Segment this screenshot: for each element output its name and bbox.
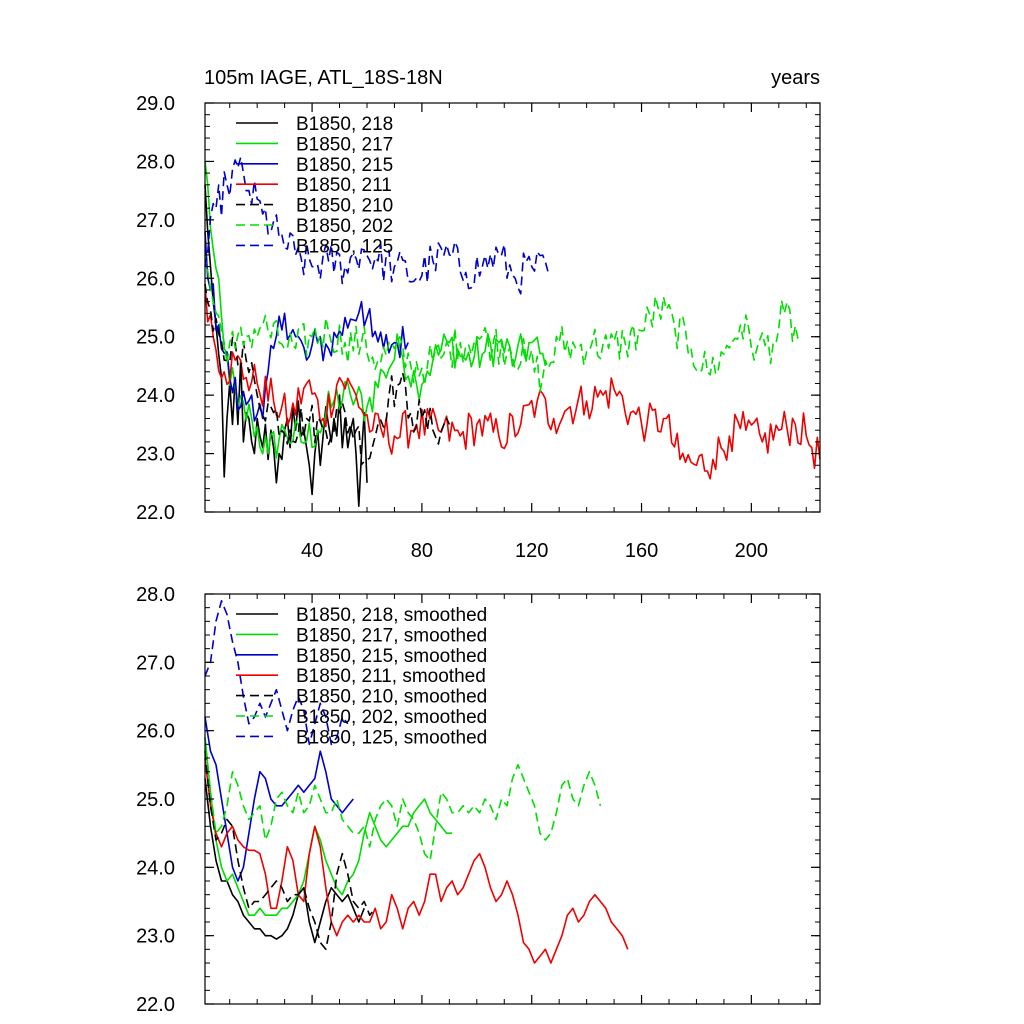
legend-label: B1850, 125, smoothed — [296, 727, 487, 748]
bottom-panel: 22.0 23.0 24.0 25.0 26.0 27.0 28.0 B1850, 218,… — [136, 584, 821, 1016]
series-line-1 — [204, 161, 547, 459]
y-tick-label: 23.0 — [136, 926, 175, 948]
y-tick-label: 28.0 — [136, 151, 175, 173]
legend-label: B1850, 218 — [296, 114, 393, 135]
bottom-series-lines — [204, 600, 629, 964]
top-series-lines — [204, 156, 821, 507]
series-line-4 — [204, 751, 376, 951]
x-tick-label: 120 — [515, 540, 548, 562]
y-tick-label: 22.0 — [136, 502, 175, 524]
y-tick-label: 23.0 — [136, 444, 175, 466]
y-tick-label: 24.0 — [136, 857, 175, 879]
bottom-axis-ticks: 22.0 23.0 24.0 25.0 26.0 27.0 28.0 — [136, 584, 820, 1016]
y-tick-label: 22.0 — [136, 994, 175, 1016]
top-panel: 105m IAGE, ATL_18S-18N years 22.0 23.0 24.… — [136, 67, 821, 562]
legend-label: B1850, 215, smoothed — [296, 646, 487, 667]
y-tick-label: 26.0 — [136, 268, 175, 290]
legend-label: B1850, 210 — [296, 196, 393, 217]
top-plot-frame — [204, 102, 821, 513]
series-line-2 — [204, 716, 354, 882]
x-tick-label: 200 — [735, 540, 768, 562]
x-tick-label: 160 — [625, 540, 658, 562]
legend-label: B1850, 202, smoothed — [296, 707, 487, 728]
series-line-1 — [204, 737, 453, 916]
series-line-6 — [204, 156, 549, 295]
y-tick-label: 28.0 — [136, 584, 175, 606]
x-tick-label: 40 — [301, 540, 323, 562]
y-tick-label: 27.0 — [136, 210, 175, 232]
y-tick-label: 25.0 — [136, 327, 175, 349]
series-line-2 — [204, 231, 409, 422]
legend-label: B1850, 211 — [296, 175, 392, 196]
series-line-4 — [204, 283, 451, 466]
series-line-5 — [204, 254, 802, 393]
top-axis-ticks: 22.0 23.0 24.0 25.0 26.0 27.0 28.0 29.0 40 80 120 1… — [136, 93, 820, 562]
y-tick-label: 29.0 — [136, 93, 175, 115]
legend-label: B1850, 210, smoothed — [296, 687, 487, 708]
legend-label: B1850, 217 — [296, 134, 393, 155]
series-line-5 — [204, 737, 602, 862]
y-tick-label: 27.0 — [136, 652, 175, 674]
legend-label: B1850, 125 — [296, 236, 393, 257]
series-line-0 — [204, 778, 365, 944]
legend-label: B1850, 211, smoothed — [296, 666, 486, 687]
legend-label: B1850, 217, smoothed — [296, 625, 487, 646]
legend-label: B1850, 215 — [296, 155, 393, 176]
series-line-0 — [204, 184, 368, 507]
units-label: years — [771, 67, 820, 89]
legend-label: B1850, 202 — [296, 216, 393, 237]
legend-label: B1850, 218, smoothed — [296, 605, 487, 626]
chart-title: 105m IAGE, ATL_18S-18N — [204, 67, 443, 89]
series-line-3 — [204, 757, 629, 964]
series-line-6 — [204, 600, 349, 746]
y-tick-label: 25.0 — [136, 789, 175, 811]
x-tick-label: 80 — [411, 540, 433, 562]
y-tick-label: 26.0 — [136, 721, 175, 743]
series-line-3 — [204, 284, 821, 480]
y-tick-label: 24.0 — [136, 385, 175, 407]
